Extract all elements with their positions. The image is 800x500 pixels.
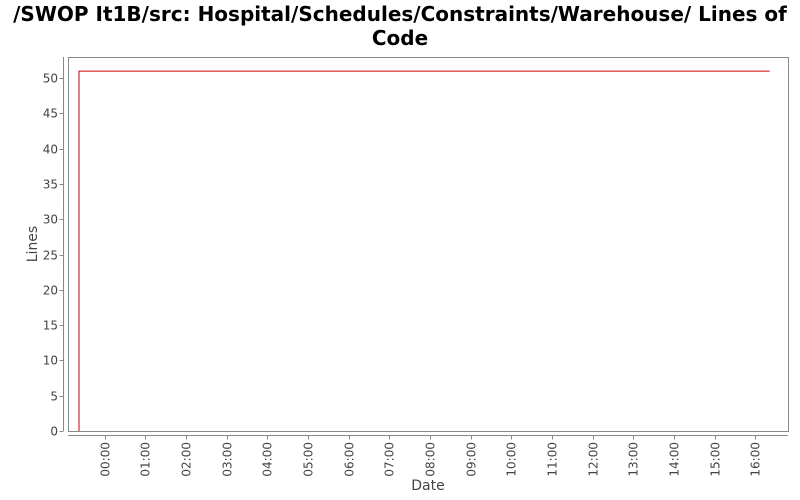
y-tick-label: 50 (43, 72, 58, 86)
y-tick-label: 15 (43, 319, 58, 333)
x-axis: 00:00 01:00 02:00 03:00 04:00 05:00 06:00 07:00… (68, 435, 788, 477)
x-tick-label: 11:00 (546, 442, 560, 477)
chart-title: /SWOP It1B/src: Hospital/Schedules/Const… (13, 2, 787, 50)
x-tick-label: 06:00 (343, 442, 357, 477)
x-tick-label: 13:00 (627, 442, 641, 477)
x-tick-label: 16:00 (749, 442, 763, 477)
y-axis: 0 5 10 15 20 25 30 35 40 45 50 (43, 57, 64, 439)
y-tick-label: 30 (43, 213, 58, 227)
y-tick-label: 0 (50, 425, 58, 439)
x-tick-label: 03:00 (221, 442, 235, 477)
x-tick-label: 01:00 (139, 442, 153, 477)
x-tick-label: 05:00 (302, 442, 316, 477)
y-tick-label: 5 (50, 390, 58, 404)
series-line-0 (78, 70, 770, 431)
y-tick-label: 10 (43, 354, 58, 368)
plot-area (68, 57, 789, 432)
y-tick-label: 40 (43, 143, 58, 157)
series-layer (78, 70, 770, 431)
x-tick-label: 09:00 (465, 442, 479, 477)
x-tick-label: 07:00 (383, 442, 397, 477)
x-tick-label: 08:00 (424, 442, 438, 477)
y-tick-label: 20 (43, 284, 58, 298)
x-tick-label: 04:00 (261, 442, 275, 477)
y-tick-label: 35 (43, 178, 58, 192)
x-tick-label: 14:00 (668, 442, 682, 477)
x-tick-label: 00:00 (99, 442, 113, 477)
x-tick-label: 10:00 (505, 442, 519, 477)
y-tick-label: 45 (43, 107, 58, 121)
y-tick-label: 25 (43, 249, 58, 263)
x-tick-label: 02:00 (180, 442, 194, 477)
x-tick-label: 15:00 (709, 442, 723, 477)
y-axis-label: Lines (25, 226, 41, 262)
x-tick-label: 12:00 (587, 442, 601, 477)
x-axis-label: Date (411, 478, 444, 494)
